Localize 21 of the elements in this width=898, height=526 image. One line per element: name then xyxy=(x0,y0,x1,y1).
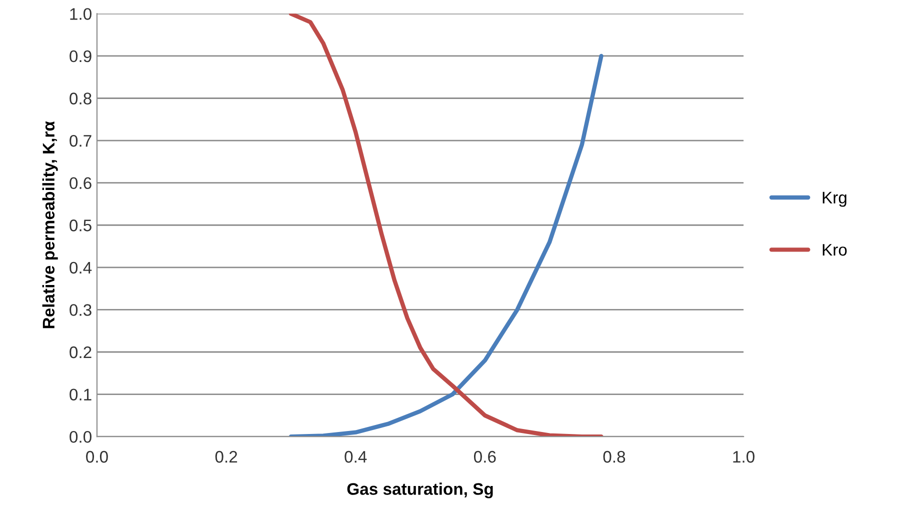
y-tick-label: 0.1 xyxy=(70,388,92,400)
x-axis-title: Gas saturation, Sg xyxy=(347,482,493,498)
x-tick-label: 0.8 xyxy=(603,450,626,463)
y-tick-label: 1.0 xyxy=(70,8,92,20)
y-tick-label: 0.6 xyxy=(70,177,92,190)
x-tick-label: 0.4 xyxy=(344,450,367,463)
x-tick-label: 0.6 xyxy=(474,450,496,463)
y-axis-title: Relative permeability, K,rα xyxy=(42,121,58,328)
y-tick-label: 0.7 xyxy=(70,134,92,147)
legend-label: Krg xyxy=(822,192,846,207)
y-tick-label: 0.3 xyxy=(70,304,92,316)
y-tick-label: 0.9 xyxy=(70,50,92,62)
y-tick-label: 0.8 xyxy=(70,92,92,104)
y-tick-label: 0.4 xyxy=(70,262,92,274)
y-tick-label: 0.5 xyxy=(70,220,92,232)
y-tick-label: 0.0 xyxy=(70,430,92,443)
x-tick-label: 0.0 xyxy=(86,450,108,463)
x-tick-label: 0.2 xyxy=(215,450,238,463)
legend-label: Kro xyxy=(822,244,847,256)
y-tick-label: 0.2 xyxy=(70,346,92,358)
x-tick-label: 1.0 xyxy=(733,450,754,463)
